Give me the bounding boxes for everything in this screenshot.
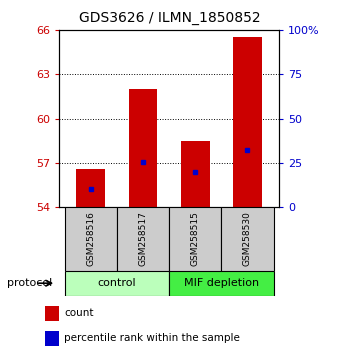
Text: count: count	[64, 308, 94, 318]
Bar	[117, 207, 169, 271]
Bar	[221, 207, 274, 271]
Bar	[233, 38, 262, 207]
Text: GSM258517: GSM258517	[138, 211, 148, 267]
Text: protocol: protocol	[7, 278, 52, 288]
Text: GDS3626 / ILMN_1850852: GDS3626 / ILMN_1850852	[79, 11, 261, 25]
Bar	[169, 271, 274, 296]
Bar	[129, 89, 157, 207]
Text: GSM258516: GSM258516	[86, 211, 95, 267]
Bar	[65, 271, 169, 296]
Bar	[65, 207, 117, 271]
Bar	[169, 207, 221, 271]
Text: MIF depletion: MIF depletion	[184, 278, 259, 288]
Text: GSM258530: GSM258530	[243, 211, 252, 267]
Bar	[45, 331, 59, 346]
Text: control: control	[98, 278, 136, 288]
Text: GSM258515: GSM258515	[191, 211, 200, 267]
Bar	[76, 169, 105, 207]
Bar	[181, 141, 210, 207]
Bar	[45, 306, 59, 321]
Text: percentile rank within the sample: percentile rank within the sample	[64, 333, 240, 343]
